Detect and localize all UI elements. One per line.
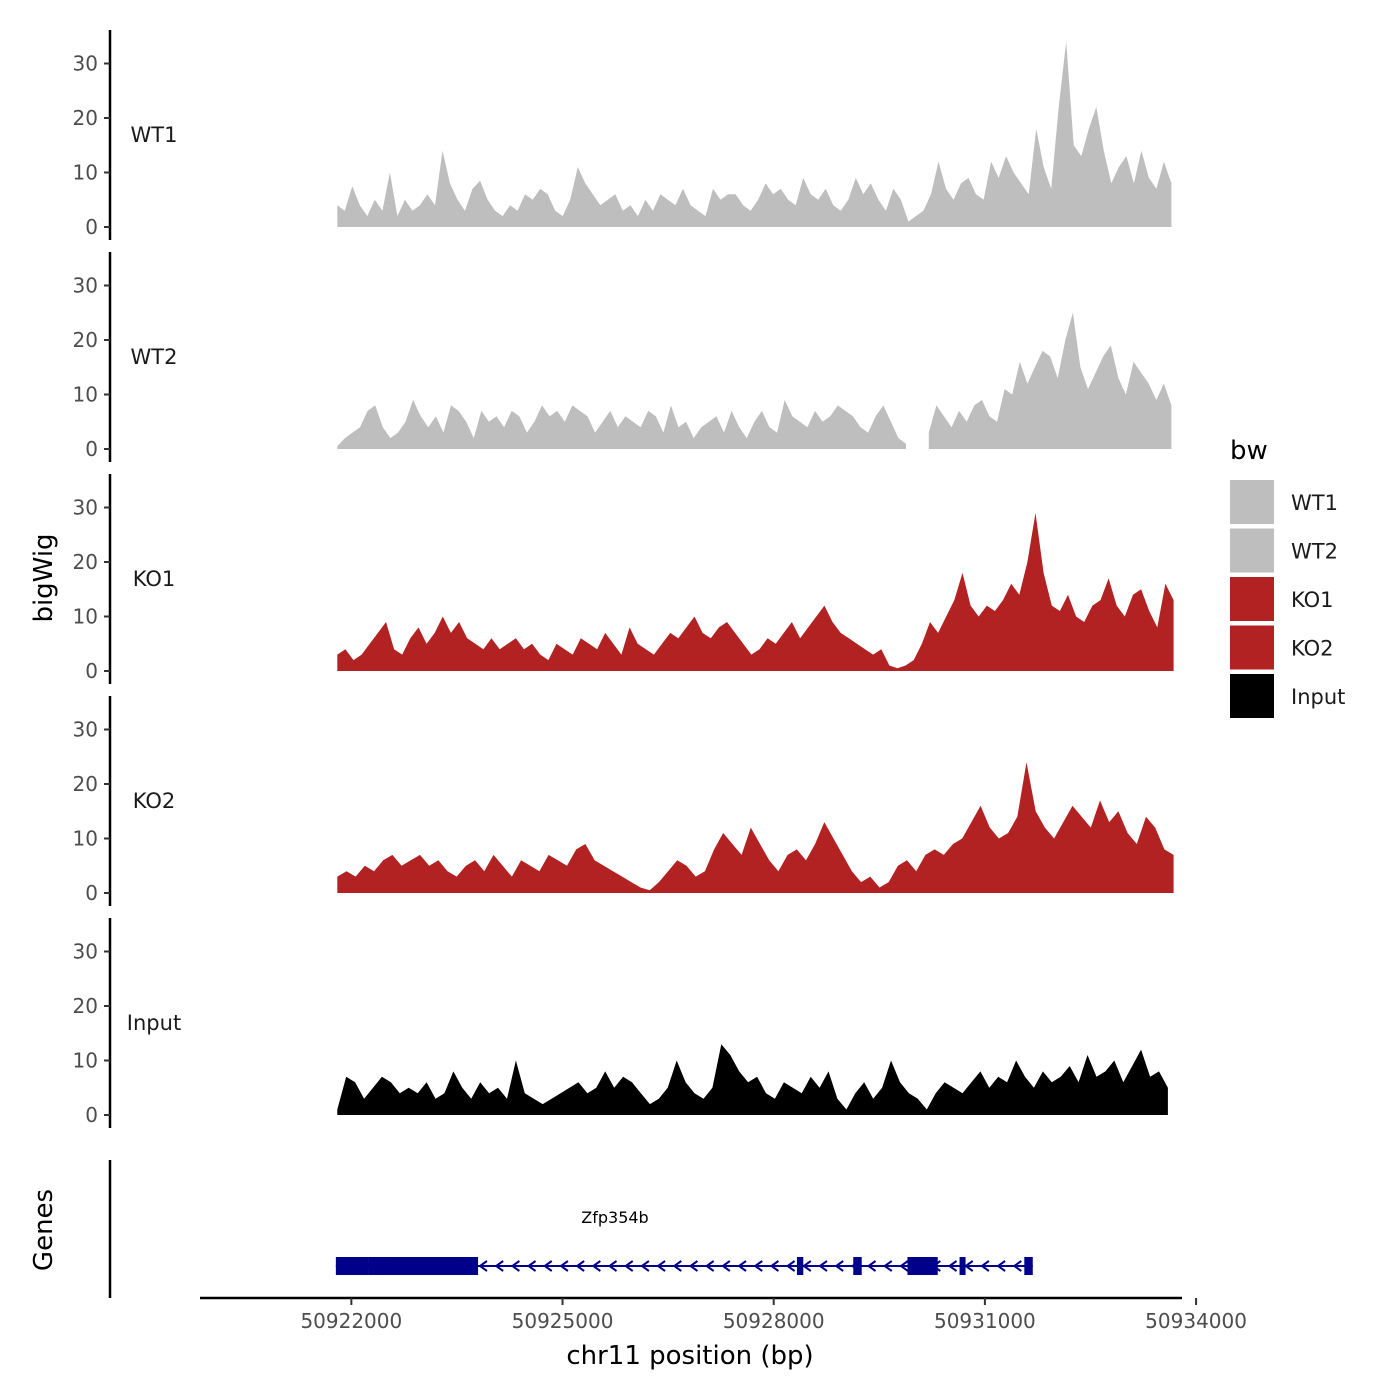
strand-arrow <box>575 1260 585 1272</box>
strand-arrow <box>802 1260 812 1272</box>
y-tick-label: 20 <box>73 772 98 796</box>
y-tick-label: 0 <box>85 659 98 683</box>
genes-axis-title: Genes <box>29 1189 59 1271</box>
legend-label-ko1: KO1 <box>1291 588 1334 612</box>
y-tick-label: 0 <box>85 437 98 461</box>
x-tick-label: 50934000 <box>1145 1309 1247 1333</box>
y-tick-label: 20 <box>73 994 98 1018</box>
y-tick-label: 10 <box>73 383 98 407</box>
y-tick-label: 0 <box>85 215 98 239</box>
x-tick-label: 50931000 <box>934 1309 1036 1333</box>
strand-arrow <box>947 1260 958 1272</box>
strand-arrow <box>818 1260 828 1272</box>
strand-arrow <box>866 1260 877 1272</box>
y-tick-label: 30 <box>73 274 98 298</box>
strand-arrow <box>834 1260 844 1272</box>
track-label: KO1 <box>133 567 176 591</box>
exon <box>796 1257 804 1275</box>
strand-arrow <box>721 1260 731 1272</box>
strand-arrow <box>737 1260 747 1272</box>
strand-arrow <box>1012 1260 1022 1272</box>
track-label: KO2 <box>133 789 176 813</box>
strand-arrow <box>753 1260 763 1272</box>
track-label: WT1 <box>131 123 178 147</box>
track-ko2: 0 10 20 30 KO2 <box>73 696 1174 906</box>
legend: bw WT1 WT2 KO1 KO2 Input <box>1230 436 1345 718</box>
x-axis-title: chr11 position (bp) <box>566 1341 813 1371</box>
y-tick-label: 0 <box>85 881 98 905</box>
strand-arrow <box>769 1260 779 1272</box>
y-tick-label: 10 <box>73 161 98 185</box>
x-tick-label: 50925000 <box>512 1309 614 1333</box>
y-tick-label: 10 <box>73 827 98 851</box>
x-axis: 50922000 50925000 50928000 50931000 50934000 <box>200 1296 1247 1333</box>
exon <box>853 1257 862 1275</box>
x-tick-label: 50928000 <box>723 1309 825 1333</box>
signal-area-ko2 <box>337 762 1174 893</box>
y-tick-label: 20 <box>73 106 98 130</box>
legend-key-ko1 <box>1230 577 1274 621</box>
strand-arrow <box>785 1260 796 1272</box>
gene-track: Zfp354b <box>108 1160 1033 1298</box>
strand-arrow <box>704 1260 715 1272</box>
strand-arrow <box>963 1260 974 1272</box>
signal-area-wt2 <box>337 312 1172 449</box>
y-tick-label: 10 <box>73 1049 98 1073</box>
exon <box>368 1257 479 1275</box>
legend-label-ko2: KO2 <box>1291 637 1334 661</box>
legend-key-ko2 <box>1230 625 1274 670</box>
signal-area-input <box>337 1044 1168 1115</box>
strand-arrow <box>478 1260 488 1272</box>
legend-key-wt1 <box>1230 480 1274 524</box>
y-tick-label: 30 <box>73 940 98 964</box>
strand-arrow <box>640 1260 650 1272</box>
gene-name-label: Zfp354b <box>581 1208 648 1227</box>
strand-arrow <box>623 1260 634 1272</box>
track-wt1: 0 10 20 30 WT1 <box>73 30 1172 240</box>
y-tick-label: 30 <box>73 52 98 76</box>
legend-label-wt2: WT2 <box>1291 540 1338 564</box>
track-wt2: 0 10 20 30 WT2 <box>73 252 1172 462</box>
strand-arrow <box>672 1260 682 1272</box>
strand-arrow <box>656 1260 666 1272</box>
legend-title: bw <box>1230 436 1268 466</box>
strand-arrow <box>591 1260 601 1272</box>
bigwig-tracks: 0 10 20 30 WT1 0 10 20 30 WT2 0 10 20 30 KO1 0 10 20 30 KO2… <box>73 30 1174 1128</box>
y-tick-label: 20 <box>73 550 98 574</box>
strand-arrow <box>899 1260 909 1272</box>
y-tick-label: 0 <box>85 1103 98 1127</box>
strand-arrow <box>559 1260 569 1272</box>
track-input: 0 10 20 30 Input <box>73 918 1168 1128</box>
y-tick-label: 30 <box>73 496 98 520</box>
strand-arrow <box>494 1260 504 1272</box>
track-label: Input <box>127 1011 181 1035</box>
exon <box>335 1257 369 1275</box>
signal-area-wt1 <box>337 41 1172 228</box>
exon <box>1024 1257 1033 1275</box>
strand-arrow <box>883 1260 893 1272</box>
x-tick-label: 50922000 <box>300 1309 402 1333</box>
strand-arrow <box>607 1260 618 1272</box>
exon <box>907 1257 938 1275</box>
strand-arrow <box>510 1260 520 1272</box>
y-tick-label: 30 <box>73 718 98 742</box>
y-axis-title: bigWig <box>29 533 59 622</box>
track-label: WT2 <box>131 345 178 369</box>
strand-arrow <box>980 1260 990 1272</box>
strand-arrow <box>526 1260 537 1272</box>
signal-area-ko1 <box>337 513 1174 671</box>
track-ko1: 0 10 20 30 KO1 <box>73 474 1174 684</box>
strand-arrow <box>688 1260 699 1272</box>
exon <box>959 1257 966 1275</box>
legend-key-wt2 <box>1230 528 1274 573</box>
strand-arrow <box>996 1260 1006 1272</box>
y-tick-label: 20 <box>73 328 98 352</box>
legend-label-input: Input <box>1291 685 1345 709</box>
y-tick-label: 10 <box>73 605 98 629</box>
strand-arrow <box>543 1260 553 1272</box>
legend-label-wt1: WT1 <box>1291 491 1338 515</box>
legend-key-input <box>1230 674 1274 718</box>
